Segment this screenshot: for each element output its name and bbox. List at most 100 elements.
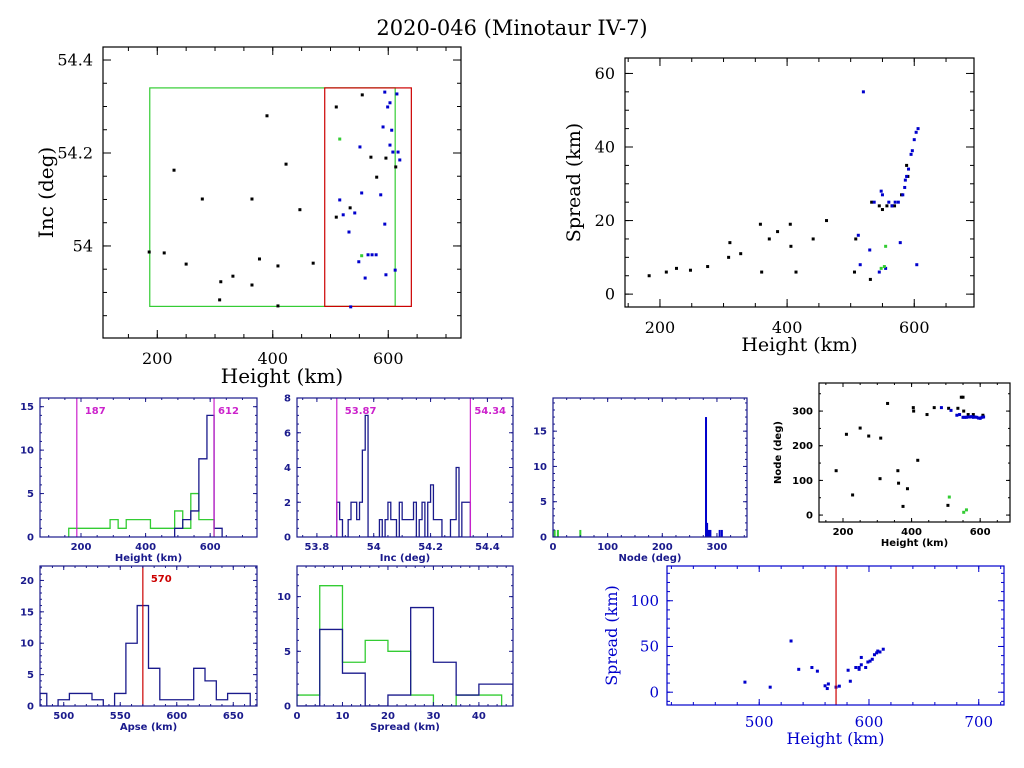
- data-point-other: [384, 156, 388, 160]
- axes-frame: [102, 46, 462, 339]
- data-point-cluster: [370, 253, 374, 257]
- marker-label: 570: [151, 574, 172, 585]
- data-point-cluster: [978, 416, 982, 420]
- data-point-cluster: [381, 125, 385, 129]
- histogram-green: [297, 585, 503, 706]
- data-point-green: [964, 508, 968, 512]
- data-point-cluster: [872, 200, 876, 204]
- data-point-cluster: [975, 415, 979, 419]
- data-point-other: [885, 204, 889, 208]
- data-point-cluster: [347, 230, 351, 234]
- x-tick-label: 400: [257, 349, 288, 368]
- x-tick-label: 30: [426, 711, 440, 722]
- data-point-other: [250, 197, 254, 201]
- x-tick-label: 650: [223, 711, 244, 722]
- y-tick-label: 0: [284, 702, 291, 713]
- data-point-other: [758, 222, 762, 226]
- data-point-green: [884, 244, 888, 248]
- data-point-other: [956, 406, 960, 410]
- data-point-other: [334, 105, 338, 109]
- data-point-cluster: [398, 158, 402, 162]
- data-point-other: [912, 409, 916, 413]
- data-point-other: [946, 503, 950, 507]
- data-point-other: [172, 168, 176, 172]
- data-point-other: [911, 406, 915, 410]
- data-point-cluster: [964, 415, 968, 419]
- axes-frame: [39, 565, 258, 707]
- data-point-other: [959, 395, 963, 399]
- data-point-cluster: [357, 260, 361, 264]
- data-point-other: [276, 264, 280, 268]
- data-point-other: [257, 257, 261, 261]
- axes-frame: [39, 397, 258, 538]
- x-tick-label: 500: [53, 711, 74, 722]
- data-point-other: [727, 255, 731, 259]
- data-point-cluster: [823, 684, 827, 688]
- y-tick-label: 0: [540, 533, 547, 544]
- histogram-green: [68, 492, 215, 537]
- data-point-cluster: [898, 241, 902, 245]
- selection-box: [324, 87, 412, 307]
- marker-label: 53.87: [345, 406, 377, 417]
- x-tick-label: 200: [142, 349, 173, 368]
- data-point-other: [961, 395, 965, 399]
- data-point-cluster: [360, 191, 364, 195]
- data-point-green: [338, 137, 342, 141]
- marker-label: 187: [85, 406, 106, 417]
- x-tick-label: 550: [110, 711, 131, 722]
- data-point-other: [219, 280, 223, 284]
- data-point-cluster: [864, 666, 868, 670]
- data-point-other: [905, 163, 909, 167]
- data-point-other: [147, 250, 151, 254]
- histogram-bar: [709, 529, 712, 537]
- data-point-cluster: [383, 90, 387, 94]
- plot-area: [147, 87, 412, 309]
- data-point-other: [394, 165, 398, 169]
- y-tick-label: 0: [284, 533, 291, 544]
- x-tick-label: 200: [652, 542, 673, 553]
- data-point-cluster: [366, 253, 370, 257]
- data-point-other: [966, 413, 970, 417]
- data-point-cluster: [915, 263, 919, 267]
- data-point-other: [200, 197, 204, 201]
- x-tick-label: 600: [970, 527, 991, 538]
- histogram-cluster: [40, 604, 251, 706]
- data-point-cluster: [893, 200, 897, 204]
- x-tick-label: 200: [71, 542, 92, 553]
- data-point-cluster: [353, 211, 357, 215]
- data-point-cluster: [875, 651, 879, 655]
- x-axis-label: Node (deg): [619, 553, 682, 564]
- x-tick-label: 10: [336, 711, 350, 722]
- data-point-other: [767, 237, 771, 241]
- data-point-cluster: [837, 684, 841, 688]
- data-point-cluster: [825, 687, 829, 691]
- histogram-bar: [718, 529, 721, 537]
- data-point-cluster: [338, 198, 342, 202]
- marker-label: 612: [218, 406, 239, 417]
- y-axis-label: Inc (deg): [34, 147, 58, 238]
- plot-area: [743, 566, 885, 705]
- y-tick-label: 60: [595, 64, 615, 83]
- data-point-other: [878, 477, 882, 481]
- x-tick-label: 53.8: [305, 542, 330, 553]
- x-tick-label: 0: [294, 711, 301, 722]
- plot-area: [553, 417, 723, 537]
- y-tick-label: 10: [20, 639, 34, 650]
- chart-node-hist: 0 100 200 300 0 5 10 15 Node (deg): [533, 397, 748, 564]
- data-point-other: [905, 487, 909, 491]
- data-point-cluster: [976, 416, 980, 420]
- data-point-other: [369, 155, 373, 159]
- data-point-other: [844, 432, 848, 436]
- y-tick-label: 2: [284, 498, 291, 509]
- data-point-cluster: [379, 193, 383, 197]
- data-point-other: [834, 469, 838, 473]
- data-point-cluster: [859, 663, 863, 667]
- data-point-cluster: [388, 143, 392, 147]
- data-point-cluster: [868, 659, 872, 663]
- data-point-other: [788, 222, 792, 226]
- data-point-other: [867, 434, 871, 438]
- data-point-other: [925, 413, 929, 417]
- data-point-other: [674, 266, 678, 270]
- data-point-cluster: [916, 127, 920, 131]
- data-point-other: [760, 270, 764, 274]
